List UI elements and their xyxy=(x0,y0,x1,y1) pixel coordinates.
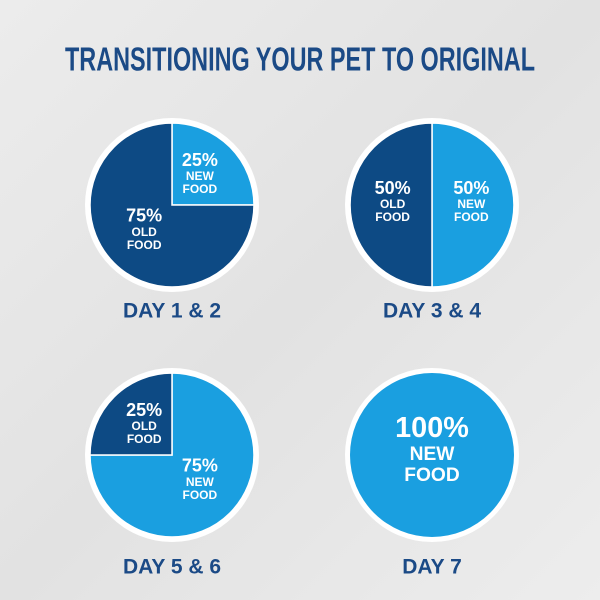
slice-value-label: 75% xyxy=(126,206,162,226)
pie-slice xyxy=(89,122,255,288)
pie-slice xyxy=(350,373,514,537)
slice-category-label: NEW FOOD xyxy=(182,169,217,196)
slice-value-label: 100% xyxy=(395,412,469,444)
slice-category-label: NEW FOOD xyxy=(404,444,460,486)
slice-value-label: 75% xyxy=(182,456,218,476)
chart-title: DAY 3 & 4 xyxy=(383,300,481,323)
chart-title: DAY 1 & 2 xyxy=(123,300,221,323)
slice-category-label: NEW FOOD xyxy=(454,197,489,224)
chart-title: DAY 5 & 6 xyxy=(123,556,221,579)
chart-title: DAY 7 xyxy=(402,556,462,579)
pie-slice xyxy=(349,122,433,288)
pie-slice xyxy=(171,122,255,206)
pie-slice xyxy=(431,122,515,288)
slice-value-label: 50% xyxy=(375,178,411,198)
pie-slice xyxy=(89,372,255,538)
page-title: TRANSITIONING YOUR PET TO ORIGINAL xyxy=(65,41,535,78)
pie-slice xyxy=(89,372,173,456)
slice-value-label: 25% xyxy=(182,150,218,170)
slice-category-label: OLD FOOD xyxy=(127,419,162,446)
slice-value-label: 25% xyxy=(126,400,162,420)
slice-category-label: NEW FOOD xyxy=(182,475,217,502)
slice-category-label: OLD FOOD xyxy=(127,225,162,252)
slice-value-label: 50% xyxy=(453,178,489,198)
slice-category-label: OLD FOOD xyxy=(375,197,410,224)
